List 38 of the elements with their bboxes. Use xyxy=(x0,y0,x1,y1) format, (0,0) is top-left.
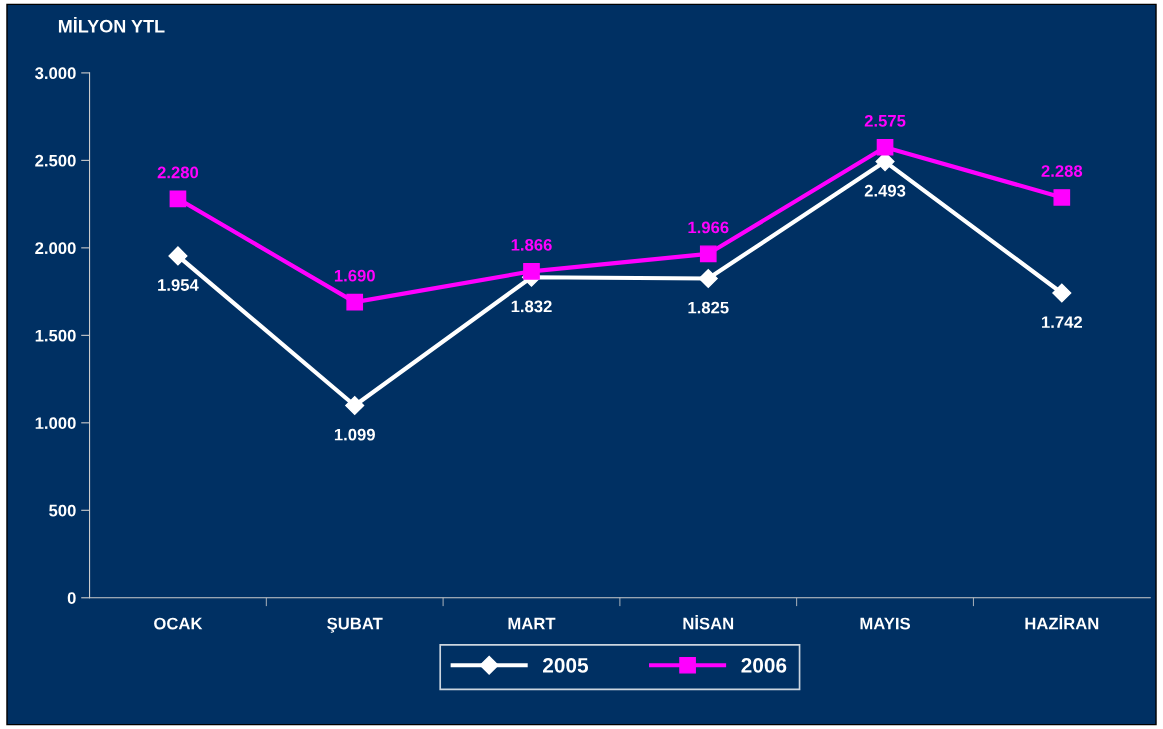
point xyxy=(698,268,718,289)
x-tick-label: HAZİRAN xyxy=(1025,615,1099,630)
legend-label: 2005 xyxy=(543,657,589,673)
point xyxy=(523,262,540,280)
data-label: 1.866 xyxy=(511,238,552,251)
data-label: 1.966 xyxy=(688,221,729,234)
data-label: 1.954 xyxy=(158,279,199,291)
data-label: 2.493 xyxy=(864,184,906,197)
legend-label: 2006 xyxy=(741,657,787,673)
data-label: 1.099 xyxy=(334,428,375,441)
data-label: 1.690 xyxy=(334,269,375,282)
data-label: 2.288 xyxy=(1041,165,1083,177)
data-label: 2.280 xyxy=(157,166,199,179)
y-tick-label: 500 xyxy=(49,504,76,517)
x-tick-label: ŞUBAT xyxy=(327,617,383,633)
point xyxy=(1052,283,1072,303)
data-label: 1.832 xyxy=(511,300,552,313)
point xyxy=(876,138,894,156)
y-tick-label: 1.000 xyxy=(35,417,76,430)
data-label: 1.825 xyxy=(688,301,729,314)
x-tick-label: MART xyxy=(508,617,556,630)
y-tick-label: 3.000 xyxy=(35,67,76,80)
point xyxy=(169,190,187,208)
x-tick-label: NİSAN xyxy=(683,615,734,630)
point xyxy=(345,395,365,416)
y-tick-label: 2.500 xyxy=(35,154,76,167)
x-tick-label: MAYIS xyxy=(860,617,911,630)
point xyxy=(699,245,717,263)
y-tick-label: 1.500 xyxy=(35,329,76,342)
point xyxy=(168,246,188,266)
data-label: 1.742 xyxy=(1042,316,1083,328)
y-tick-label: 0 xyxy=(67,592,76,604)
point xyxy=(1053,189,1071,206)
y-axis-title: MİLYON YTL xyxy=(58,16,165,33)
x-tick-label: OCAK xyxy=(154,617,203,630)
data-label: 2.575 xyxy=(864,114,906,127)
point xyxy=(346,293,364,311)
y-tick-label: 2.000 xyxy=(35,242,76,255)
